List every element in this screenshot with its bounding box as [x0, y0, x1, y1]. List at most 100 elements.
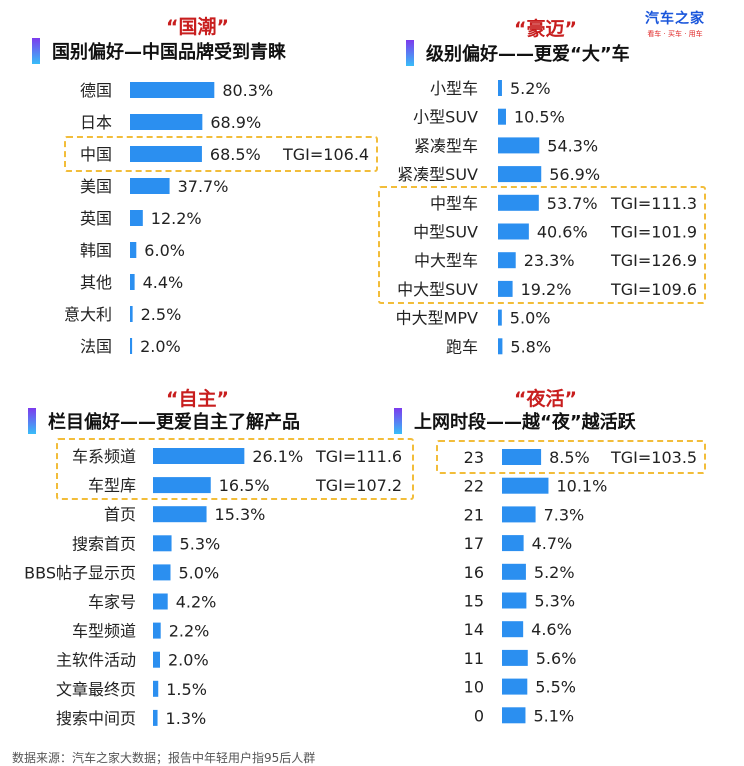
category-label: 跑车 — [446, 337, 478, 356]
value-label: 4.4% — [143, 273, 184, 292]
bar — [153, 593, 168, 610]
category-label: 德国 — [80, 81, 112, 100]
value-label: 1.5% — [166, 680, 207, 699]
value-label: 5.0% — [510, 309, 551, 328]
category-label: 韩国 — [80, 241, 112, 260]
bar — [130, 82, 215, 98]
bar — [502, 592, 527, 609]
bar — [502, 707, 526, 724]
bar — [498, 280, 513, 297]
category-label: 法国 — [80, 337, 112, 356]
panel-tag-haomai: “豪迈” — [514, 18, 577, 40]
panel-title-row: 栏目偏好——更爱自主了解产品 — [28, 408, 300, 434]
category-label: 22 — [464, 477, 484, 496]
value-label: 4.6% — [531, 620, 572, 639]
category-label: 车家号 — [88, 593, 136, 612]
value-label: 5.3% — [180, 534, 221, 553]
category-label: 紧凑型车 — [414, 136, 478, 155]
value-label: 23.3% — [524, 251, 575, 270]
bar — [502, 477, 549, 494]
value-label: 10.5% — [514, 108, 565, 127]
bar — [502, 563, 526, 580]
category-label: 车型频道 — [72, 622, 136, 641]
tgi-label: TGI=111.3 — [610, 194, 697, 213]
bar — [153, 709, 158, 726]
category-label: 中大型MPV — [396, 309, 478, 328]
bar — [153, 477, 211, 494]
bar — [498, 108, 506, 125]
chart-title: 级别偏好——更爱“大”车 — [426, 44, 630, 65]
bar — [130, 114, 203, 130]
bar — [130, 274, 135, 290]
bar — [502, 506, 536, 523]
category-label: 11 — [464, 649, 484, 668]
title-accent-bar — [406, 40, 414, 66]
tgi-label: TGI=109.6 — [610, 280, 697, 299]
value-label: 37.7% — [178, 177, 229, 196]
bar — [130, 338, 133, 354]
category-label: 中大型SUV — [397, 280, 478, 299]
value-label: 68.9% — [210, 113, 261, 132]
category-label: 17 — [464, 534, 484, 553]
category-label: 小型SUV — [413, 108, 478, 127]
panel-tag-guochao: “国潮” — [166, 16, 229, 38]
bar — [502, 621, 524, 638]
bar — [498, 252, 516, 269]
category-label: 小型车 — [430, 79, 478, 98]
value-label: 5.2% — [534, 563, 575, 582]
panel-title-row: 国别偏好—中国品牌受到青睐 — [32, 38, 286, 64]
category-label: 首页 — [104, 505, 136, 524]
value-label: 7.3% — [544, 505, 585, 524]
bar — [153, 680, 159, 697]
bar — [130, 146, 202, 162]
category-label: 10 — [464, 678, 484, 697]
category-label: 美国 — [80, 177, 112, 196]
bar — [502, 678, 528, 695]
chart-title: 上网时段——越“夜”越活跃 — [414, 412, 636, 433]
category-label: 意大利 — [64, 305, 112, 324]
category-label: 14 — [464, 620, 484, 639]
value-label: 5.3% — [534, 592, 575, 611]
panel-tag-zizhu: “自主” — [166, 388, 229, 410]
title-accent-bar — [394, 408, 402, 434]
bar — [498, 137, 540, 154]
bar — [502, 649, 528, 666]
value-label: 19.2% — [521, 280, 572, 299]
category-label: 车系频道 — [72, 447, 136, 466]
category-label: 英国 — [80, 209, 112, 228]
panel-title-row: 上网时段——越“夜”越活跃 — [394, 408, 636, 434]
category-label: 车型库 — [88, 476, 136, 495]
bar — [130, 210, 143, 226]
bar — [502, 535, 524, 552]
category-label: 主软件活动 — [56, 651, 136, 670]
value-label: 12.2% — [151, 209, 202, 228]
category-label: 15 — [464, 592, 484, 611]
highlight-box — [436, 440, 706, 474]
category-label: 其他 — [80, 273, 112, 292]
bar — [153, 506, 207, 523]
category-label: 中型车 — [430, 194, 478, 213]
bar — [498, 223, 529, 240]
bar — [153, 535, 172, 552]
category-label: 搜索中间页 — [56, 709, 136, 728]
value-label: 1.3% — [166, 709, 207, 728]
data-source-note: 数据来源：汽车之家大数据；报告中年轻用户指95后人群 — [12, 751, 316, 765]
bar — [153, 448, 245, 464]
category-label: 0 — [474, 706, 484, 725]
value-label: 4.2% — [176, 593, 217, 612]
tgi-label: TGI=106.4 — [282, 145, 369, 164]
bar — [130, 242, 137, 258]
tgi-label: TGI=101.9 — [610, 223, 697, 242]
category-label: 日本 — [80, 113, 112, 132]
bar — [130, 306, 133, 322]
value-label: 80.3% — [222, 81, 273, 100]
category-label: 中大型车 — [414, 251, 478, 270]
highlight-box — [378, 186, 706, 304]
category-label: 文章最终页 — [56, 680, 136, 699]
value-label: 26.1% — [252, 447, 303, 466]
brand-tagline: 看车 · 买车 · 用车 — [647, 30, 703, 38]
title-accent-bar — [28, 408, 36, 434]
